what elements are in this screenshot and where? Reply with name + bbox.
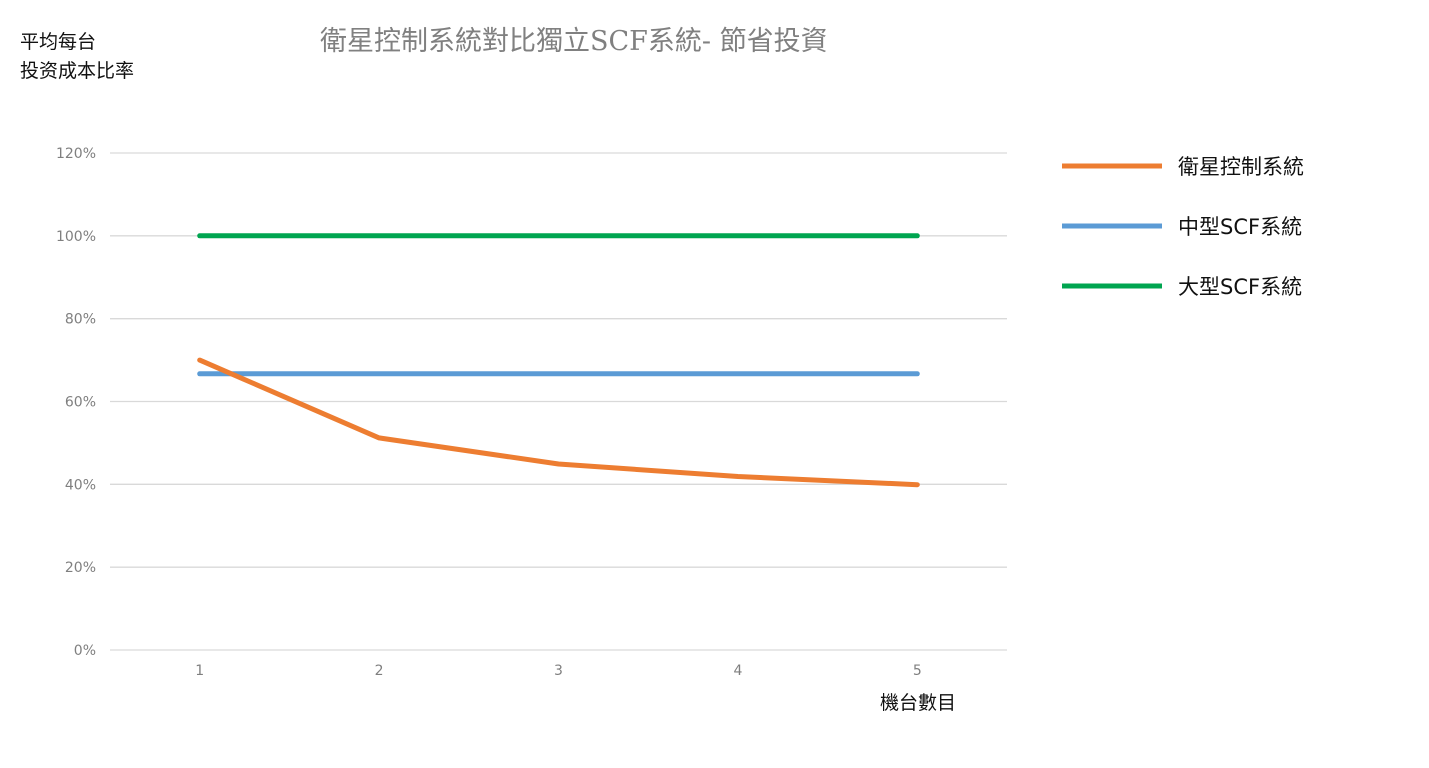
x-tick-label: 4 xyxy=(733,663,742,679)
y-tick-label: 80% xyxy=(65,312,96,328)
y-tick-label: 0% xyxy=(74,643,96,659)
y-tick-labels: 0% 20% 40% 60% 80% 100% 120% xyxy=(56,146,96,659)
y-tick-label: 100% xyxy=(56,229,96,245)
x-tick-labels: 1 2 3 4 5 xyxy=(195,663,922,679)
y-tick-label: 120% xyxy=(56,146,96,162)
series-line xyxy=(197,357,920,488)
x-tick-label: 2 xyxy=(375,663,384,679)
y-axis-label-line-2: 投资成本比率 xyxy=(20,60,134,82)
y-tick-label: 40% xyxy=(65,477,96,493)
gridlines xyxy=(110,152,1007,651)
x-tick-label: 1 xyxy=(195,663,204,679)
legend-label: 衛星控制系統 xyxy=(1178,155,1304,179)
x-tick-label: 3 xyxy=(554,663,563,679)
series-lines xyxy=(197,233,920,488)
y-tick-label: 20% xyxy=(65,560,96,576)
x-tick-label: 5 xyxy=(913,663,922,679)
chart-title: 衛星控制系統對比獨立SCF系統- 節省投資 xyxy=(320,26,828,57)
x-axis-label: 機台數目 xyxy=(880,692,956,714)
legend-label: 大型SCF系統 xyxy=(1178,275,1302,299)
y-axis-label-line-1: 平均每台 xyxy=(20,31,96,53)
legend-label: 中型SCF系統 xyxy=(1178,215,1302,239)
y-tick-label: 60% xyxy=(65,395,96,411)
